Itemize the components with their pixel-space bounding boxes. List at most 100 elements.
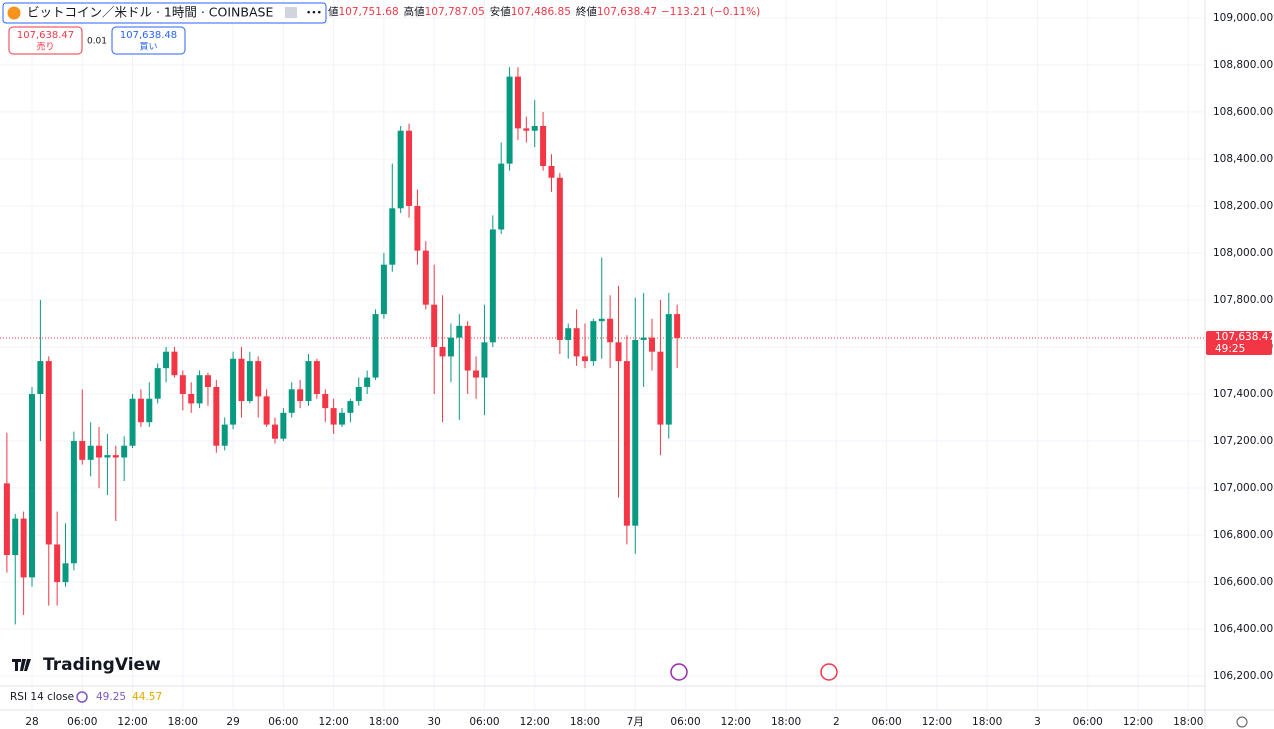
sell-label: 売り: [36, 41, 54, 53]
candle-body: [121, 445, 128, 458]
candle-body: [154, 368, 161, 399]
candle-body: [514, 76, 521, 129]
x-tick-label: 28: [25, 716, 38, 728]
ohlc-close-label: 終値: [576, 5, 597, 18]
y-tick-label: 108,800.00: [1213, 59, 1273, 71]
y-tick-label: 107,800.00: [1213, 294, 1273, 306]
candle-body: [255, 361, 262, 397]
event-icon[interactable]: [670, 663, 688, 681]
candle-body: [70, 441, 77, 564]
ohlc-open-label: 値: [328, 5, 339, 18]
sell-button[interactable]: [8, 26, 83, 55]
ohlc-low: 107,486.85: [511, 6, 571, 18]
candle-body: [196, 375, 203, 404]
y-tick-label: 106,800.00: [1213, 529, 1273, 541]
candle-body: [649, 337, 656, 352]
candle-body: [79, 441, 86, 460]
candle-body: [62, 563, 69, 583]
candle-body: [188, 394, 195, 404]
candle-body: [179, 375, 186, 395]
x-tick-label: 2: [833, 716, 840, 728]
candle-body: [447, 337, 454, 357]
x-tick-label: 06:00: [469, 716, 499, 728]
logo: TradingView: [43, 655, 161, 675]
candle-body: [657, 351, 664, 425]
rsi-value: 44.57: [132, 691, 162, 703]
candle-body: [313, 361, 320, 395]
y-tick-label: 108,200.00: [1213, 200, 1273, 212]
x-tick-label: 18:00: [168, 716, 198, 728]
candle-body: [607, 318, 614, 343]
candle-body: [556, 177, 563, 340]
candle-body: [422, 250, 429, 305]
x-tick-label: 06:00: [871, 716, 901, 728]
flag-icon: [285, 7, 297, 18]
ohlc-low-label: 安値: [490, 5, 511, 18]
y-tick-label: 108,600.00: [1213, 106, 1273, 118]
x-tick-label: 7月: [627, 716, 644, 728]
candle-body: [431, 304, 438, 347]
candle-body: [230, 358, 237, 425]
candle-body: [87, 445, 94, 460]
x-tick-label: 12:00: [319, 716, 349, 728]
candle-body: [531, 126, 538, 131]
candle-body: [406, 130, 413, 206]
ohlc-high-label: 高値: [404, 5, 425, 18]
candle-body: [96, 445, 103, 458]
candle-body: [29, 394, 36, 578]
candle-body: [506, 76, 513, 164]
more[interactable]: •••: [306, 9, 322, 19]
candle-body: [355, 386, 362, 402]
y-tick-label: 106,200.00: [1213, 670, 1273, 682]
x-tick-label: 12:00: [1123, 716, 1153, 728]
economic-event-icon[interactable]: [820, 663, 838, 681]
candle-body: [246, 361, 253, 402]
settings-icon[interactable]: [1236, 716, 1248, 728]
candle-body: [640, 337, 647, 340]
x-tick-label: 12:00: [721, 716, 751, 728]
logo-mark: [12, 659, 31, 671]
y-tick-label: 106,400.00: [1213, 623, 1273, 635]
candle-body: [204, 375, 211, 387]
candle-body: [104, 455, 111, 458]
candle-body: [364, 377, 371, 387]
candle-body: [598, 318, 605, 322]
y-tick-label: 106,600.00: [1213, 576, 1273, 588]
buy-button[interactable]: [111, 26, 186, 55]
x-tick-label: 12:00: [520, 716, 550, 728]
sell-price: 107,638.47: [17, 30, 74, 41]
candle-body: [45, 361, 52, 545]
ohlc: 値107,751.68 高値107,787.05 安値107,486.85 終値107…: [328, 5, 760, 18]
candle-body: [20, 518, 27, 578]
x-tick-label: 29: [226, 716, 239, 728]
candle-body: [439, 346, 446, 357]
y-tick-label: 109,000.00: [1213, 12, 1273, 24]
y-tick-label: 107,000.00: [1213, 482, 1273, 494]
candle-body: [221, 424, 228, 446]
symbol: ビットコイン／米ドル · 1時間 · COINBASE: [27, 5, 273, 20]
x-tick-label: 18:00: [369, 716, 399, 728]
x-tick-label: 06:00: [268, 716, 298, 728]
candle-body: [632, 339, 639, 526]
y-tick-label: 108,400.00: [1213, 153, 1273, 165]
candle-body: [238, 358, 245, 402]
candle-body: [3, 483, 10, 556]
ohlc-close: 107,638.47: [597, 6, 657, 18]
y-tick-label: 107,400.00: [1213, 388, 1273, 400]
candle-body: [397, 130, 404, 209]
candle-body: [489, 229, 496, 343]
candle-body: [54, 544, 61, 583]
candle-body: [548, 165, 555, 178]
candle-body: [380, 264, 387, 315]
candle-body: [674, 314, 681, 338]
last-price-tag: [1206, 330, 1272, 355]
candle-body: [615, 342, 622, 362]
candle-body: [297, 389, 304, 402]
candle-body: [37, 361, 44, 395]
symbol-box[interactable]: [2, 2, 327, 24]
rsi-icon: [76, 691, 88, 703]
candle-body: [305, 361, 312, 402]
spread: 0.01: [87, 37, 107, 47]
candle-body: [129, 398, 136, 446]
